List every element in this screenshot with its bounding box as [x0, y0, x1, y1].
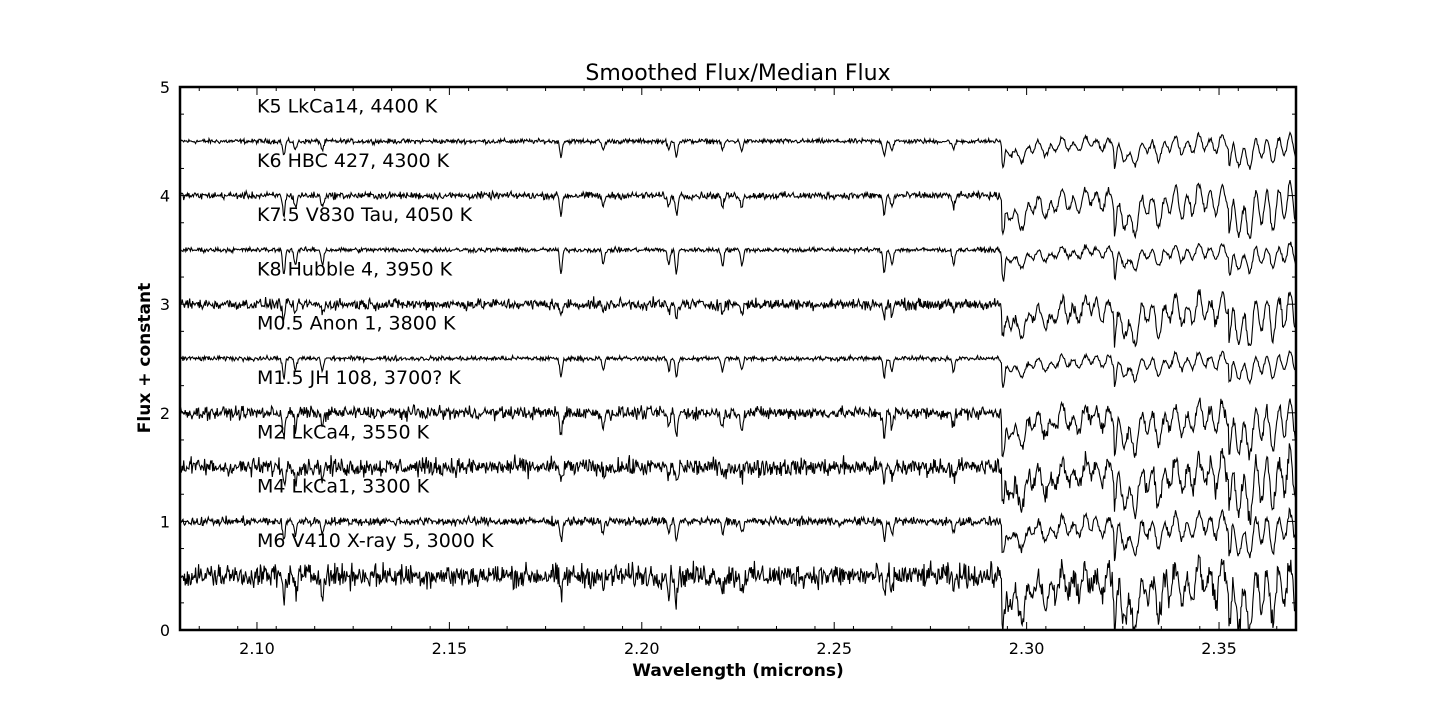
- series-label: M1.5 JH 108, 3700? K: [257, 367, 461, 389]
- x-tick-label: 2.20: [624, 639, 660, 658]
- x-tick-label: 2.10: [239, 639, 275, 658]
- series-label: K6 HBC 427, 4300 K: [257, 150, 450, 172]
- y-tick-label: 3: [160, 295, 170, 314]
- series-label: K5 LkCa14, 4400 K: [257, 96, 438, 118]
- chart-title: Smoothed Flux/Median Flux: [585, 61, 890, 86]
- x-axis-label: Wavelength (microns): [632, 661, 843, 681]
- y-tick-label: 0: [160, 621, 170, 640]
- y-tick-label: 1: [160, 512, 170, 531]
- series-label: K8 Hubble 4, 3950 K: [257, 258, 453, 280]
- series-label: M2 LkCa4, 3550 K: [257, 421, 430, 443]
- x-tick-label: 2.25: [816, 639, 852, 658]
- y-tick-label: 5: [160, 78, 170, 97]
- x-tick-label: 2.15: [432, 639, 468, 658]
- y-tick-label: 4: [160, 187, 170, 206]
- y-tick-label: 2: [160, 404, 170, 423]
- x-tick-label: 2.35: [1201, 639, 1237, 658]
- series-label: M6 V410 X-ray 5, 3000 K: [257, 530, 494, 552]
- x-tick-label: 2.30: [1009, 639, 1045, 658]
- series-label: M0.5 Anon 1, 3800 K: [257, 313, 456, 335]
- y-axis-label: Flux + constant: [135, 283, 155, 433]
- series-label: M4 LkCa1, 3300 K: [257, 476, 430, 498]
- series-label: K7.5 V830 Tau, 4050 K: [257, 204, 473, 226]
